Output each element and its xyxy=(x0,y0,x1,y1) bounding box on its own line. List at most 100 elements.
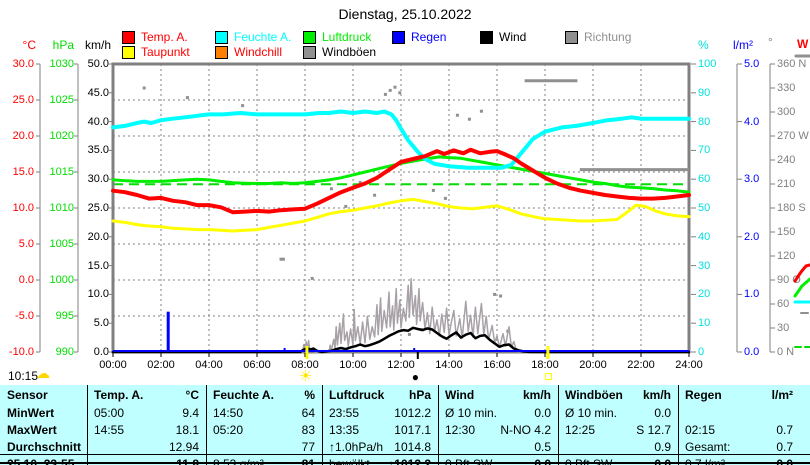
table-cell: MinWert xyxy=(7,406,55,420)
tick-direction: 150 xyxy=(777,226,796,238)
table-cell: 25.10. 23:55 xyxy=(7,457,75,465)
tick-degC: 15.0 xyxy=(12,166,34,178)
table-value: 18.1 xyxy=(175,423,199,437)
table-value: 0.7 xyxy=(776,440,793,454)
tick-degC: 20.0 xyxy=(12,130,34,142)
table-divider xyxy=(678,385,679,465)
x-axis-label: 08:00 xyxy=(291,359,319,371)
table-divider xyxy=(206,385,207,465)
tick-direction: 60 xyxy=(777,298,790,310)
table-divider xyxy=(558,385,559,465)
table-cell: 0.7 l/m² xyxy=(685,457,726,465)
table-header-unit: km/h xyxy=(522,388,551,402)
table-cell: 23:55 xyxy=(329,406,360,420)
moon-icon: ● xyxy=(411,370,420,384)
tick-direction: 300 xyxy=(777,106,796,118)
table-cell: Durchschnitt xyxy=(7,440,82,454)
tick-kmh: 40.0 xyxy=(87,115,109,128)
tick-kmh: 15.0 xyxy=(87,259,109,272)
legend-swatch xyxy=(122,31,135,44)
table-cell: bewölkt xyxy=(329,457,370,465)
legend-label: Luftdruck xyxy=(322,30,372,44)
tick-degC: 0.0 xyxy=(18,274,34,286)
table-value: 1012.2 xyxy=(394,406,431,420)
x-axis-label: 18:00 xyxy=(531,359,559,371)
unit-percent: % xyxy=(698,38,709,52)
tick-hpa: 1025 xyxy=(49,94,74,106)
table-header-unit: °C xyxy=(185,388,199,402)
tick-lm2: 5.0 xyxy=(744,58,760,70)
table-cell: 13:35 xyxy=(329,423,360,437)
table-header-temp-a-: Temp. A. xyxy=(94,388,144,402)
table-cell: 14:55 xyxy=(94,423,125,437)
tick-degC: 30.0 xyxy=(12,58,34,70)
status-clock: 10:15 xyxy=(8,369,39,383)
sunset-square-icon xyxy=(544,373,552,380)
tick-direction: 360 N xyxy=(777,58,807,70)
tick-kmh: 45.0 xyxy=(87,86,109,99)
x-axis-label: 06:00 xyxy=(243,359,271,371)
table-value: 12.94 xyxy=(168,440,199,454)
table-value: 0.0 xyxy=(534,406,551,420)
table-value: 0.0 xyxy=(776,457,793,465)
table-header-unit: km/h xyxy=(642,388,671,402)
legend-label: Feuchte A. xyxy=(234,30,292,44)
legend-label: Regen xyxy=(411,30,447,44)
table-value: 1014.8 xyxy=(394,440,431,454)
table-header-sensor: Sensor xyxy=(7,388,48,402)
tick-degC: -10.0 xyxy=(8,346,34,358)
tick-direction: 210 xyxy=(777,178,796,190)
table-value: N-NO 4.2 xyxy=(500,423,551,437)
tick-direction: 330 xyxy=(777,82,796,94)
table-header-feuchte-a-: Feuchte A. xyxy=(213,388,274,402)
legend-label: Temp. A. xyxy=(141,30,188,44)
table-header-unit: hPa xyxy=(408,388,431,402)
legend-swatch xyxy=(392,31,405,44)
table-header-windb-en: Windböen xyxy=(565,388,623,402)
tick-direction: 120 xyxy=(777,250,796,262)
table-rule xyxy=(0,454,810,455)
page-title: Dienstag, 25.10.2022 xyxy=(338,6,472,22)
table-header-luftdruck: Luftdruck xyxy=(329,388,385,402)
legend-label: Wind xyxy=(499,30,527,44)
table-header-regen: Regen xyxy=(685,388,722,402)
table-rule xyxy=(0,462,810,464)
legend-swatch xyxy=(565,31,578,44)
tick-hpa: 1015 xyxy=(49,166,74,178)
x-axis-label: 10:00 xyxy=(339,359,367,371)
table-value: 0.0 xyxy=(534,457,551,465)
x-axis-label: 02:00 xyxy=(147,359,175,371)
tick-hpa: 1005 xyxy=(49,238,74,250)
tick-kmh: 25.0 xyxy=(87,202,109,214)
x-axis-label: 14:00 xyxy=(435,359,463,371)
table-cell: 14:50 xyxy=(213,406,244,420)
legend-label: Windböen xyxy=(322,45,377,59)
tick-lm2: 0.0 xyxy=(744,346,760,358)
x-axis-label: 16:00 xyxy=(483,359,511,371)
sun-icon: ☀ xyxy=(298,368,313,385)
tick-kmh: 20.0 xyxy=(87,230,109,243)
table-header-unit: % xyxy=(304,388,315,402)
tick-lm2: 3.0 xyxy=(744,173,760,186)
table-cell: ↑1.0hPa/h xyxy=(329,440,384,454)
x-axis-label: 00:00 xyxy=(99,359,127,371)
tick-direction: 240 xyxy=(777,154,796,166)
tick-percent: 10 xyxy=(698,317,711,330)
tick-direction: 90 O xyxy=(777,274,801,286)
table-value: 0.7 xyxy=(776,423,793,437)
legend-label: Richtung xyxy=(584,30,632,44)
table-cell: Ø 10 min. xyxy=(565,406,618,420)
tick-percent: 30 xyxy=(698,259,711,272)
table-header-wind: Wind xyxy=(445,388,475,402)
unit-degrees: ° xyxy=(768,35,773,49)
x-axis-label: 12:00 xyxy=(387,359,415,371)
table-cell: MaxWert xyxy=(7,423,57,437)
table-cell: 05:20 xyxy=(213,423,244,437)
tick-degC: 10.0 xyxy=(12,202,34,214)
tick-percent: 80 xyxy=(698,115,711,128)
x-axis-label: 04:00 xyxy=(195,359,223,371)
table-value: 64 xyxy=(301,406,315,420)
x-axis-label: 22:00 xyxy=(627,359,655,371)
table-cell: 02:15 xyxy=(685,423,716,437)
